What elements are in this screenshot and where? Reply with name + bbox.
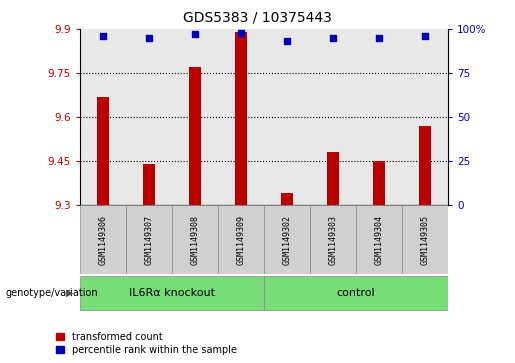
Bar bbox=[264, 205, 310, 274]
Bar bbox=[143, 164, 154, 205]
Text: genotype/variation: genotype/variation bbox=[5, 288, 98, 298]
Bar bbox=[419, 126, 431, 205]
Bar bbox=[80, 205, 126, 274]
Bar bbox=[218, 205, 264, 274]
Point bbox=[375, 35, 383, 41]
Text: GDS5383 / 10375443: GDS5383 / 10375443 bbox=[183, 11, 332, 25]
Bar bbox=[356, 205, 402, 274]
Point bbox=[329, 35, 337, 41]
Point bbox=[99, 33, 107, 39]
Bar bbox=[327, 152, 339, 205]
Text: GSM1149304: GSM1149304 bbox=[374, 215, 384, 265]
Bar bbox=[310, 205, 356, 274]
Text: GSM1149305: GSM1149305 bbox=[421, 215, 430, 265]
Point bbox=[145, 35, 153, 41]
Text: IL6Rα knockout: IL6Rα knockout bbox=[129, 288, 215, 298]
Text: GSM1149306: GSM1149306 bbox=[98, 215, 107, 265]
Bar bbox=[172, 205, 218, 274]
Text: control: control bbox=[337, 288, 375, 298]
Point bbox=[191, 32, 199, 37]
Bar bbox=[97, 97, 109, 205]
Bar bbox=[235, 32, 247, 205]
Bar bbox=[402, 205, 448, 274]
Bar bbox=[80, 276, 264, 310]
Text: GSM1149308: GSM1149308 bbox=[191, 215, 199, 265]
Text: GSM1149302: GSM1149302 bbox=[282, 215, 291, 265]
Text: GSM1149303: GSM1149303 bbox=[329, 215, 337, 265]
Text: ▶: ▶ bbox=[66, 288, 73, 298]
Point bbox=[421, 33, 429, 39]
Point bbox=[237, 30, 245, 36]
Bar bbox=[126, 205, 172, 274]
Text: GSM1149309: GSM1149309 bbox=[236, 215, 246, 265]
Bar bbox=[189, 67, 201, 205]
Bar bbox=[373, 161, 385, 205]
Legend: transformed count, percentile rank within the sample: transformed count, percentile rank withi… bbox=[56, 332, 237, 355]
Bar bbox=[264, 276, 448, 310]
Bar bbox=[281, 193, 293, 205]
Text: GSM1149307: GSM1149307 bbox=[144, 215, 153, 265]
Point bbox=[283, 38, 291, 44]
